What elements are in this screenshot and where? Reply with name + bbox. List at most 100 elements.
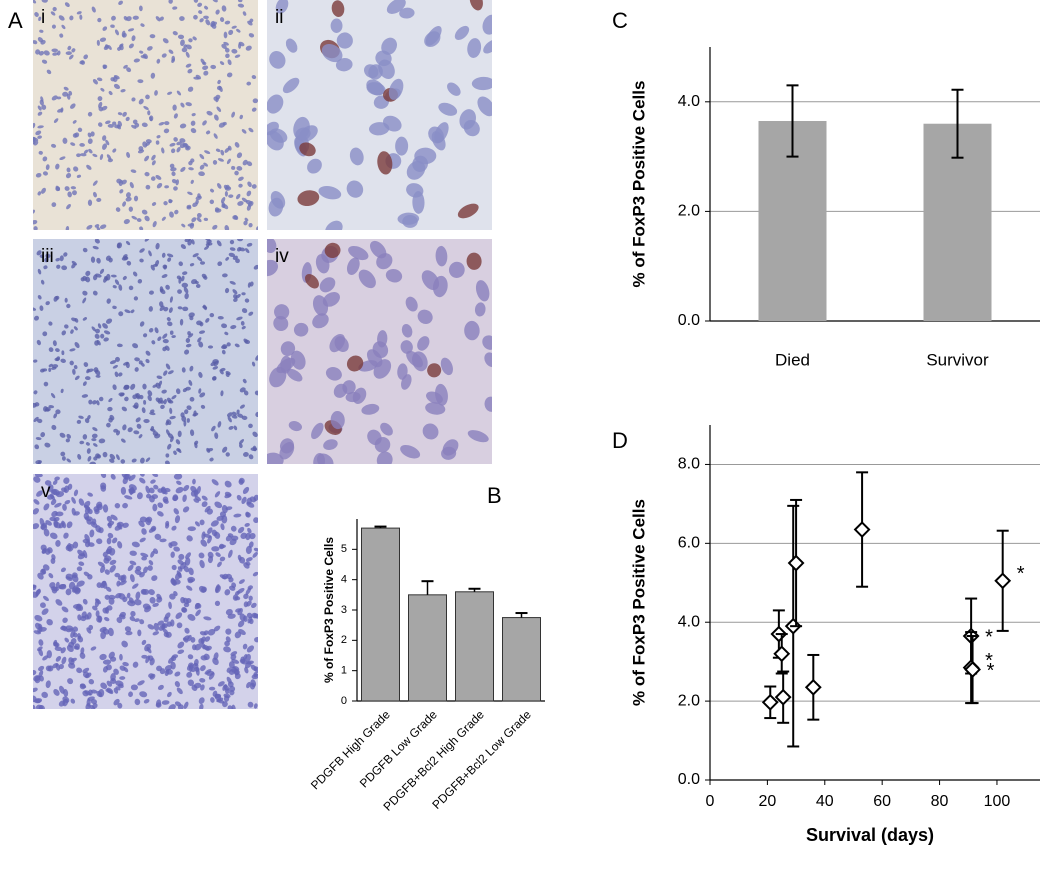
cell [179, 318, 184, 326]
cell [95, 374, 101, 378]
cell [48, 347, 54, 352]
micrograph-bg [33, 0, 258, 230]
cell [186, 205, 192, 210]
cell [104, 617, 110, 622]
cell [171, 58, 175, 63]
cell [196, 256, 203, 262]
cell [188, 160, 193, 166]
cell [61, 625, 68, 632]
cell [241, 292, 246, 296]
cell [92, 290, 98, 296]
cell [202, 120, 207, 126]
cell [33, 219, 38, 225]
cell [364, 64, 379, 79]
cell [104, 569, 110, 575]
cell [185, 102, 192, 107]
cell [139, 474, 145, 477]
cell [224, 190, 228, 197]
cell [471, 76, 492, 91]
cell [162, 339, 169, 344]
cell [203, 162, 208, 167]
cell [477, 96, 492, 117]
cell [222, 701, 228, 708]
cell [67, 191, 72, 198]
cell [192, 202, 198, 208]
cell [227, 59, 232, 66]
cell [241, 325, 246, 330]
cell [143, 418, 150, 424]
cell [52, 663, 59, 669]
cell [79, 440, 85, 445]
cell [121, 30, 126, 38]
cell [102, 323, 108, 329]
cell [243, 593, 249, 600]
cell [299, 142, 316, 157]
cell [406, 183, 424, 198]
cell [237, 3, 245, 8]
cell [140, 54, 147, 59]
cell [129, 486, 134, 496]
cell [380, 422, 393, 436]
cell [48, 363, 53, 368]
cell [139, 321, 145, 327]
cell [345, 391, 361, 403]
cell [232, 594, 239, 601]
cell [128, 285, 134, 291]
cell [288, 421, 303, 432]
cell [221, 573, 229, 580]
cell [62, 503, 67, 511]
cell [177, 641, 185, 649]
cell [235, 193, 241, 200]
cell [60, 451, 66, 457]
cell [136, 492, 143, 500]
x-tick-label: 60 [873, 793, 891, 810]
cell [119, 392, 125, 397]
cell [253, 666, 258, 674]
cell [143, 698, 150, 704]
cell [221, 44, 227, 49]
cell [248, 127, 254, 133]
cell [401, 324, 413, 338]
cell [134, 122, 140, 128]
cell [139, 537, 146, 543]
cell [121, 256, 129, 261]
cell [131, 35, 136, 42]
cell [180, 166, 186, 172]
cell [105, 664, 112, 671]
cell [225, 184, 230, 190]
cell [64, 186, 70, 191]
cell [152, 221, 157, 228]
cell [113, 698, 120, 706]
cell [199, 703, 204, 709]
cell [33, 122, 36, 129]
cell [375, 50, 392, 67]
x-tick-label: 100 [984, 793, 1011, 810]
cell [39, 305, 44, 311]
cell [219, 61, 225, 65]
cell [214, 600, 221, 607]
cell [160, 487, 168, 495]
cell [239, 443, 243, 449]
cell [184, 409, 189, 415]
cell [245, 248, 250, 254]
cell [41, 59, 48, 64]
cell [178, 261, 183, 267]
cell [37, 125, 44, 129]
cell [103, 45, 110, 51]
cell [144, 239, 150, 242]
cell [241, 415, 248, 420]
cell [86, 368, 90, 374]
cell [45, 665, 52, 672]
cell [133, 195, 139, 202]
cell [82, 290, 88, 296]
cell [204, 5, 209, 10]
cell [211, 546, 220, 552]
cell [162, 496, 169, 503]
cell [251, 75, 257, 80]
cell [238, 579, 245, 584]
cell [100, 474, 107, 479]
cell [129, 560, 137, 566]
point-label: * [985, 626, 993, 648]
cell [142, 383, 147, 390]
cell [124, 309, 131, 314]
